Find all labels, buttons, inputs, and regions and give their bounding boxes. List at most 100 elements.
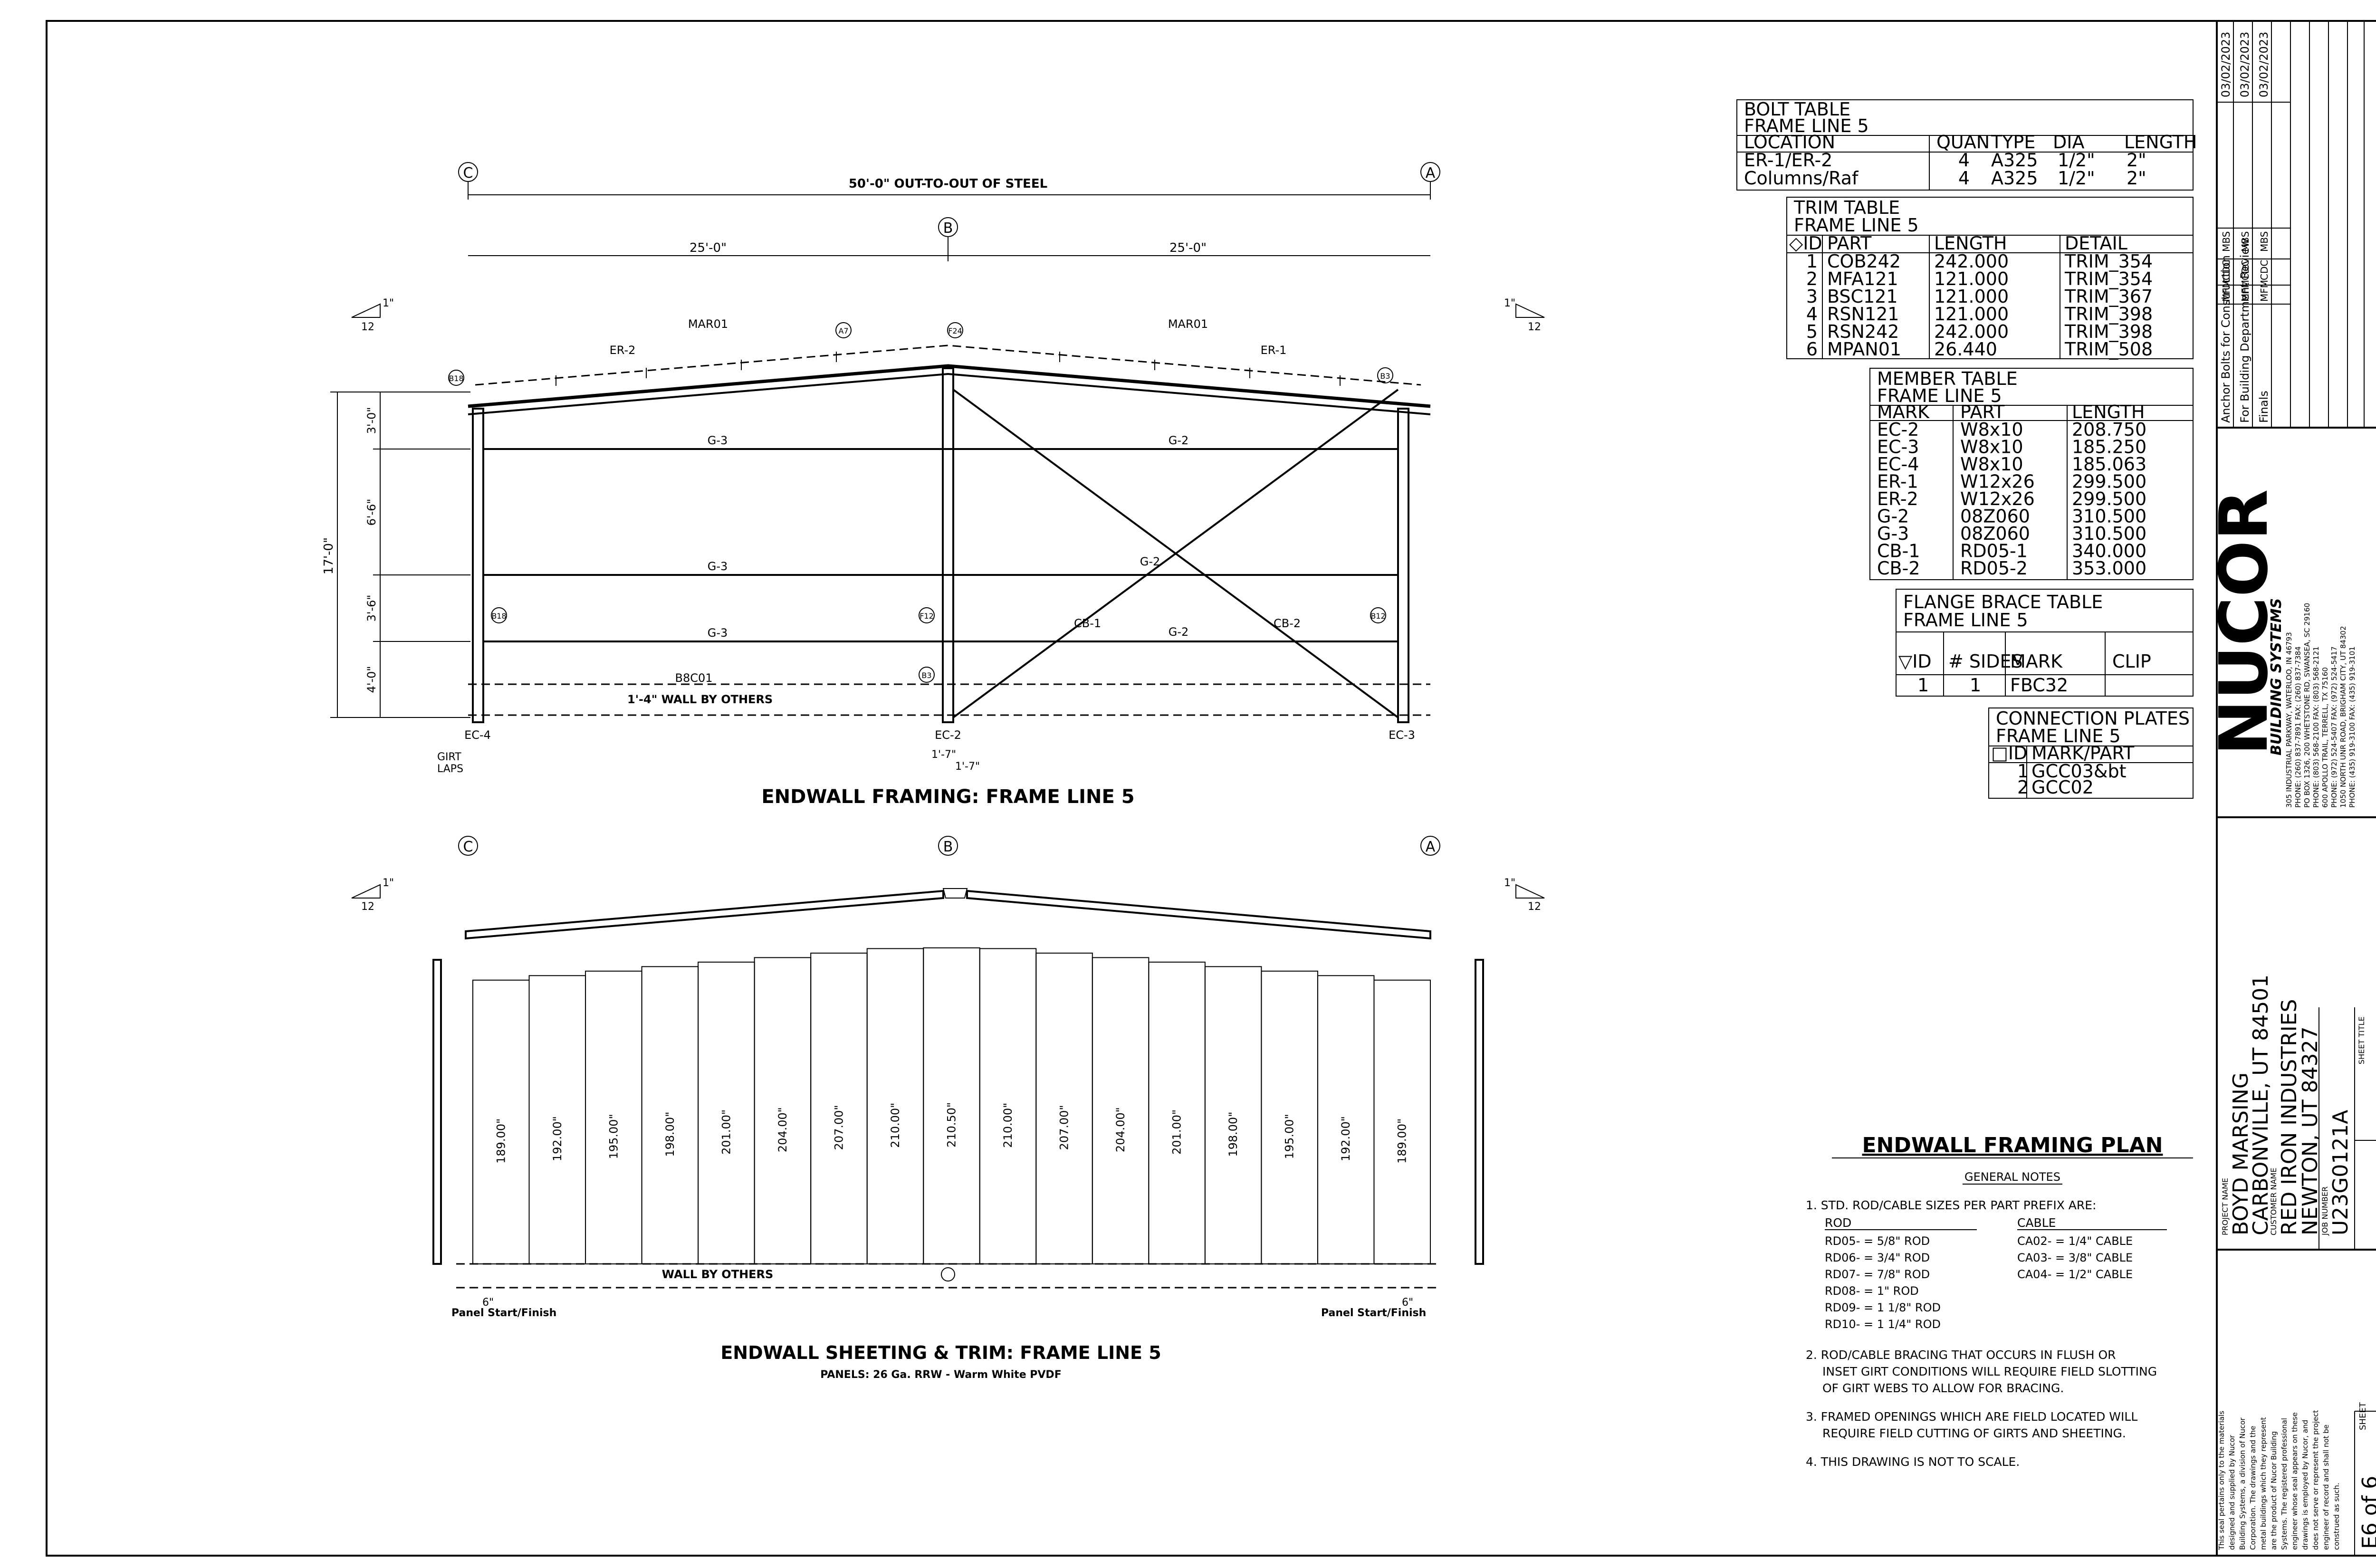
bolt-head-dia: DIA bbox=[2053, 132, 2084, 153]
rod-size: RD10- = 1 1/4" ROD bbox=[1825, 1318, 1941, 1331]
trim-r5-length: 242.000 bbox=[1934, 321, 2009, 342]
trim-r1-detail: TRIM_354 bbox=[2064, 251, 2153, 272]
panel-length-label: 210.00" bbox=[889, 1103, 902, 1148]
rod-list: RD05- = 5/8" ROD RD06- = 3/4" ROD RD07- = … bbox=[1825, 1234, 1941, 1331]
disclaimer-line: engineer of record and shall not be bbox=[2322, 1425, 2330, 1550]
member-row-part: W12x26 bbox=[1960, 488, 2035, 509]
sheet-slope-run-left: 12 bbox=[361, 901, 374, 913]
member-table-frame: FRAME LINE 5 bbox=[1877, 385, 2002, 406]
panel-length-label: 204.00" bbox=[776, 1107, 789, 1152]
trim-r2-detail: TRIM_354 bbox=[2064, 268, 2153, 289]
disclaimer-line: Corporation. The drawings and the bbox=[2249, 1426, 2257, 1550]
panel-length-label: 210.00" bbox=[1001, 1103, 1015, 1148]
member-row-length: 185.063 bbox=[2072, 454, 2146, 475]
column-mark-ec3: EC-3 bbox=[1389, 728, 1415, 742]
revision-description: Anchor Bolts for Construction bbox=[2219, 255, 2232, 423]
trim-r3-detail: TRIM_367 bbox=[2064, 286, 2153, 307]
bolt-r1-quan: 4 bbox=[1958, 150, 1970, 171]
bolt-head-length: LENGTH bbox=[2124, 132, 2197, 153]
plates-r1-mark: GCC03&bt bbox=[2031, 761, 2127, 782]
trim-r1-length: 242.000 bbox=[1934, 251, 2009, 272]
slope-symbol-right bbox=[1515, 303, 1545, 318]
note-4: 4. THIS DRAWING IS NOT TO SCALE. bbox=[1806, 1455, 2020, 1469]
plates-table-frame: FRAME LINE 5 bbox=[1996, 726, 2121, 746]
member-row-part: W12x26 bbox=[1960, 471, 2035, 492]
rafter-top bbox=[468, 364, 1431, 408]
sheet-title-label: SHEET TITLE bbox=[2357, 1016, 2366, 1064]
flange-head-clip: CLIP bbox=[2112, 651, 2151, 672]
trim-r2-part: MFA121 bbox=[1827, 268, 1898, 289]
member-row-mark: G-2 bbox=[1877, 506, 1909, 527]
connection-plates-table: CONNECTION PLATES FRAME LINE 5 □ID MARK/… bbox=[1988, 708, 2194, 799]
trim-r5-id: 5 bbox=[1806, 321, 1818, 342]
trim-table: TRIM TABLE FRAME LINE 5 ◇ID PART LENGTH … bbox=[1786, 197, 2194, 360]
trim-r4-length: 121.000 bbox=[1934, 304, 2009, 325]
panel-length-label: 192.00" bbox=[1339, 1116, 1352, 1161]
bolt-r2-quan: 4 bbox=[1958, 168, 1970, 189]
note-2-l3: OF GIRT WEBS TO ALLOW FOR BRACING. bbox=[1822, 1381, 2064, 1395]
corner-trim-right bbox=[1475, 959, 1484, 1265]
revision-description: Finals bbox=[2257, 391, 2271, 423]
plates-r2-mark: GCC02 bbox=[2031, 777, 2094, 798]
grid-label-c: C bbox=[463, 165, 473, 182]
revision-by: MBS bbox=[2240, 231, 2251, 252]
revision-rows: Anchor Bolts for ConstructionMBSCDCMFM03… bbox=[2219, 32, 2271, 423]
wall-by-others: 1'-4" WALL BY OTHERS bbox=[627, 693, 773, 706]
plates-r1-id: 1 bbox=[2017, 761, 2029, 782]
callout-5: B18 bbox=[491, 612, 506, 621]
disclaimer-line: Building Systems, a division of Nucor bbox=[2238, 1417, 2247, 1550]
dim-bay-left: 25'-0" bbox=[690, 241, 727, 255]
sheeting-subtitle: PANELS: 26 Ga. RRW - Warm White PVDF bbox=[820, 1369, 1061, 1381]
revision-description: For Building Department Review bbox=[2238, 238, 2251, 423]
trim-r3-length: 121.000 bbox=[1934, 286, 2009, 307]
member-table-rows: EC-2 W8x10 208.750 EC-3 W8x10 185.250 EC-4 W8x1… bbox=[1877, 419, 2146, 579]
member-row-length: 353.000 bbox=[2072, 558, 2146, 579]
member-row-length: 310.500 bbox=[2072, 506, 2146, 527]
callout-6: F12 bbox=[920, 612, 934, 621]
trim-r2-length: 121.000 bbox=[1934, 268, 2009, 289]
rod-size: RD05- = 5/8" ROD bbox=[1825, 1234, 1930, 1248]
sheet-grid-bubble-a bbox=[1420, 836, 1440, 856]
peak-trim bbox=[942, 888, 968, 899]
revision-date: 03/02/2023 bbox=[2257, 32, 2271, 97]
trim-head-length: LENGTH bbox=[1934, 233, 2007, 254]
bolt-r2-location: Columns/Raf bbox=[1744, 168, 1859, 189]
girt-mark-r2: G-2 bbox=[1140, 555, 1160, 568]
address-line: PHONE: (803) 568-2100 FAX: (803) 568-212… bbox=[2312, 646, 2320, 808]
panel-length-label: 195.00" bbox=[1283, 1114, 1296, 1159]
bolt-table-title: BOLT TABLE bbox=[1744, 99, 1850, 120]
job-number: U23G0121A bbox=[2328, 1110, 2353, 1235]
column-mark-ec2: EC-2 bbox=[935, 728, 961, 742]
sheet-slope-rise-right: 1" bbox=[1504, 877, 1515, 889]
member-row-mark: EC-2 bbox=[1877, 419, 1919, 440]
dim-height-4: 4'-0" bbox=[365, 666, 378, 693]
panel-length-label: 207.00" bbox=[832, 1105, 845, 1150]
dim-bay-right: 25'-0" bbox=[1169, 241, 1207, 255]
sheet-wall-by-others: WALL BY OTHERS bbox=[662, 1268, 774, 1281]
sheet-slope-right bbox=[1515, 884, 1545, 899]
col-offset-1: 1'-7" bbox=[931, 749, 956, 761]
panel-length-label: 204.00" bbox=[1114, 1107, 1127, 1152]
sheet-grid-label-a: A bbox=[1426, 839, 1436, 855]
trim-head-detail: DETAIL bbox=[2065, 233, 2127, 254]
disclaimer-line: construed as such. bbox=[2332, 1483, 2341, 1550]
plates-head-mark: MARK/PART bbox=[2031, 743, 2135, 764]
purlin-ticks bbox=[556, 352, 1341, 386]
general-notes: ENDWALL FRAMING PLAN GENERAL NOTES 1. ST… bbox=[1806, 1133, 2193, 1469]
rafter-mar-left: MAR01 bbox=[688, 317, 728, 331]
panel-length-label: 198.00" bbox=[663, 1112, 677, 1157]
member-head-part: PART bbox=[1960, 402, 2005, 422]
flange-head-id: ▽ID bbox=[1898, 651, 1932, 672]
disclaimer-line: metal buildings which they represent bbox=[2259, 1417, 2268, 1550]
address-line: PHONE: (972) 524-5407 FAX: (972) 524-541… bbox=[2330, 646, 2338, 808]
revision-by: MBS bbox=[2259, 231, 2270, 252]
member-row-length: 185.250 bbox=[2072, 437, 2146, 458]
member-row-length: 299.500 bbox=[2072, 471, 2146, 492]
callout-1: B18 bbox=[449, 374, 463, 383]
trim-head-part: PART bbox=[1827, 233, 1872, 254]
member-row-length: 340.000 bbox=[2072, 541, 2146, 562]
offset-right: 6" bbox=[1402, 1297, 1413, 1309]
nucor-logo: NUCOR bbox=[2205, 489, 2283, 755]
callout-8: B3 bbox=[921, 671, 931, 680]
disclaimer-line: engineer whose seal appears on these bbox=[2290, 1412, 2299, 1550]
